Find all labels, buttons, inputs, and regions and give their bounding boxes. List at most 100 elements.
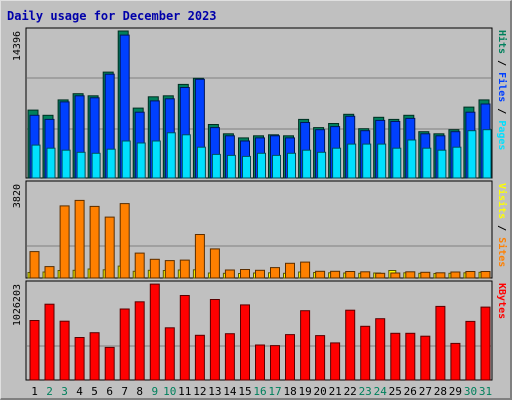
pages-bar: [347, 143, 357, 179]
pages-bar: [46, 147, 56, 179]
kbytes-bar: [270, 345, 280, 381]
legend-hits-files-pages: Hits / Files / Pages: [496, 30, 508, 150]
legend-kbytes: KBytes: [496, 283, 507, 319]
kbytes-bar: [405, 332, 416, 381]
sites-bar: [330, 270, 341, 279]
x-tick-label: 19: [298, 385, 311, 398]
x-tick-label: 10: [163, 385, 176, 398]
x-tick-label: 8: [136, 385, 143, 398]
legend-item-sites: Sites: [496, 237, 508, 267]
legend-separator: /: [496, 54, 507, 72]
y-max-label: 3820: [12, 184, 23, 208]
sites-bar: [89, 205, 100, 279]
pages-bar: [452, 146, 462, 179]
pages-bar: [136, 142, 146, 179]
kbytes-bar: [194, 334, 205, 381]
kbytes-bar: [134, 301, 145, 381]
x-tick-label: 5: [91, 385, 98, 398]
sites-bar: [209, 248, 220, 279]
pages-bar: [211, 153, 221, 179]
panel-sites-visits: [25, 180, 493, 279]
pages-bar: [181, 134, 191, 179]
x-tick-label: 15: [238, 385, 251, 398]
sites-bar: [270, 267, 280, 279]
legend-item-kbytes: KBytes: [496, 283, 507, 319]
kbytes-bar: [59, 320, 70, 381]
kbytes-bar: [285, 334, 295, 381]
kbytes-bar: [345, 309, 356, 381]
x-tick-label: 22: [344, 385, 357, 398]
x-tick-label: 24: [374, 385, 388, 398]
pages-bar: [302, 149, 312, 179]
sites-bar: [44, 266, 55, 279]
x-tick-label: 31: [479, 385, 492, 398]
pages-bar: [151, 140, 161, 179]
sites-bar: [119, 203, 130, 279]
kbytes-bar: [29, 320, 40, 381]
kbytes-bar: [164, 327, 175, 381]
pages-bar: [392, 147, 402, 179]
kbytes-bar: [390, 332, 401, 381]
x-tick-label: 30: [464, 385, 477, 398]
kbytes-bar: [240, 304, 250, 381]
pages-bar: [257, 152, 266, 179]
kbytes-bar: [375, 318, 386, 381]
x-tick-label: 3: [61, 385, 68, 398]
kbytes-bar: [480, 306, 491, 381]
kbytes-bar: [179, 295, 190, 381]
x-tick-label: 20: [313, 385, 326, 398]
pages-bar: [407, 139, 417, 179]
kbytes-bar: [209, 299, 220, 381]
pages-bar: [76, 151, 86, 179]
pages-bar: [332, 147, 342, 179]
sites-bar: [104, 216, 115, 279]
sites-bar: [435, 272, 446, 279]
x-tick-label: 1: [31, 385, 38, 398]
sites-bar: [450, 271, 461, 279]
sites-bar: [375, 272, 386, 279]
kbytes-bar: [360, 325, 371, 381]
kbytes-bar: [224, 333, 235, 381]
legend-item-files: Files: [496, 72, 508, 102]
kbytes-bar: [435, 305, 446, 381]
x-tick-label: 25: [389, 385, 402, 398]
kbytes-bar: [315, 335, 326, 381]
legend-item-pages: Pages: [496, 120, 507, 150]
sites-bar: [300, 261, 311, 279]
legend-separator: /: [496, 219, 507, 237]
kbytes-bar: [44, 303, 55, 381]
x-tick-label: 28: [434, 385, 447, 398]
sites-bar: [405, 271, 416, 279]
x-tick-label: 13: [208, 385, 221, 398]
pages-bar: [467, 130, 477, 179]
x-tick-label: 23: [359, 385, 372, 398]
sites-bar: [360, 271, 371, 279]
sites-bar: [420, 271, 431, 279]
sites-bar: [179, 259, 190, 279]
sites-bar: [285, 262, 295, 279]
x-tick-label: 16: [253, 385, 266, 398]
pages-bar: [242, 155, 251, 179]
x-tick-label: 4: [76, 385, 83, 398]
x-tick-label: 6: [106, 385, 113, 398]
sites-bar: [315, 270, 326, 279]
kbytes-bar: [420, 335, 431, 381]
x-tick-label: 18: [283, 385, 296, 398]
sites-bar: [149, 258, 160, 279]
pages-bar: [287, 152, 296, 179]
pages-bar: [422, 147, 432, 179]
pages-bar: [61, 149, 71, 179]
x-tick-label: 21: [329, 385, 342, 398]
kbytes-bar: [465, 320, 476, 381]
x-tick-label: 29: [449, 385, 462, 398]
x-tick-label: 14: [223, 385, 237, 398]
y-max-label: 1026203: [12, 284, 23, 326]
kbytes-bar: [119, 308, 130, 381]
legend-item-hits: Hits: [496, 30, 508, 54]
kbytes-bar: [89, 332, 100, 381]
sites-bar: [134, 252, 145, 279]
pages-bar: [317, 151, 327, 179]
sites-bar: [240, 269, 250, 279]
x-tick-label: 7: [121, 385, 128, 398]
